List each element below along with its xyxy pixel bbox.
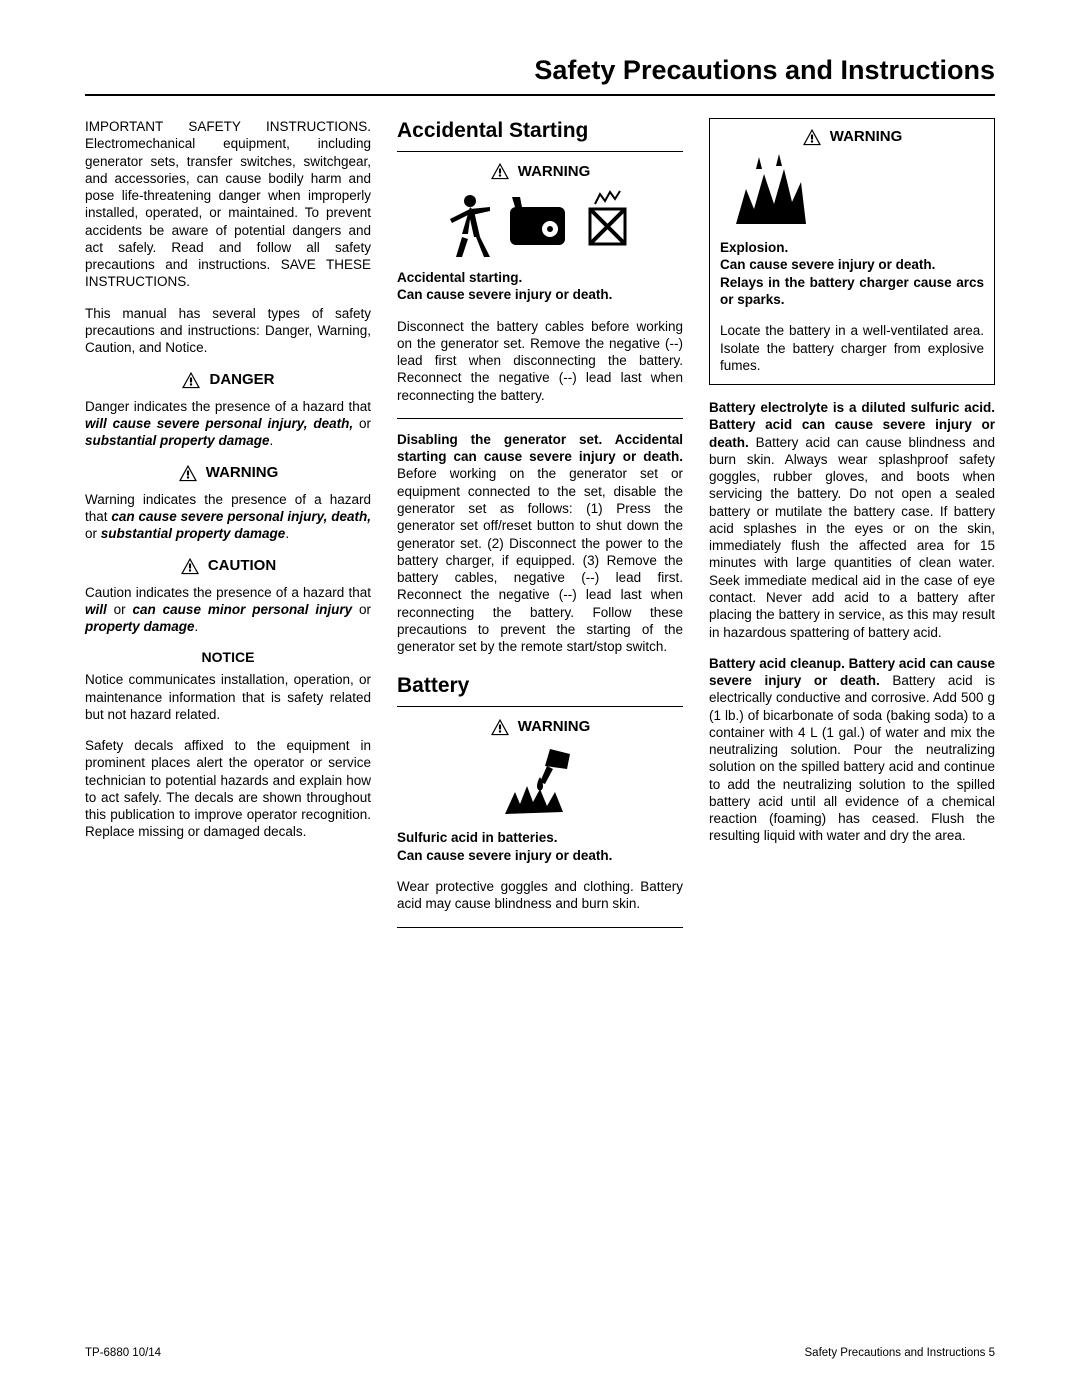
danger-text: Danger indicates the presence of a hazar… [85,398,371,450]
accidental-bold: Accidental starting. Can cause severe in… [397,269,683,304]
sulfuric-bold: Sulfuric acid in batteries. Can cause se… [397,829,683,864]
warning-heading-4: WARNING [720,127,984,146]
warning-em1: can cause severe personal injury, death, [111,509,371,524]
mini-rule [397,418,683,419]
notice-text: Notice communicates installation, operat… [85,671,371,723]
column-3: WARNING Explosion. Can cause severe inju… [709,118,995,940]
electro-body: Battery acid can cause blindness and bur… [709,435,995,640]
footer-left: TP-6880 10/14 [85,1347,161,1359]
explosion-body: Locate the battery in a well-ventilated … [720,322,984,374]
warning-mid: or [85,526,101,541]
mini-rule-2 [397,927,683,928]
danger-pre: Danger indicates the presence of a hazar… [85,399,371,414]
footer-right: Safety Precautions and Instructions 5 [805,1347,996,1359]
caution-pre: Caution indicates the presence of a haza… [85,585,371,600]
caution-mid: or [107,602,133,617]
warning-label-4: WARNING [830,127,903,146]
column-2: Accidental Starting WARNING [397,118,683,940]
caution-em2: can cause minor personal injury [133,602,353,617]
warning-triangle-icon [178,464,198,482]
decals-text: Safety decals affixed to the equipment i… [85,737,371,841]
exp-bold-2: Can cause severe injury or death. [720,257,935,272]
warning-label: WARNING [206,463,279,482]
column-1: IMPORTANT SAFETY INSTRUCTIONS. Electrome… [85,118,371,940]
danger-mid: or [353,416,371,431]
electrolyte-paragraph: Battery electrolyte is a diluted sulfuri… [709,399,995,641]
danger-em2: substantial property damage [85,433,270,448]
warning-label-2: WARNING [518,162,591,181]
caution-label: CAUTION [208,556,276,575]
section-rule [397,151,683,152]
intro-paragraph: IMPORTANT SAFETY INSTRUCTIONS. Electrome… [85,118,371,291]
explosion-bold: Explosion. Can cause severe injury or de… [720,239,984,308]
warning-heading-3: WARNING [397,717,683,736]
sulf-bold-2: Can cause severe injury or death. [397,848,612,863]
page-title: Safety Precautions and Instructions [85,55,995,86]
types-paragraph: This manual has several types of safety … [85,305,371,357]
accidental-start-pictogram-icon [440,189,640,259]
accidental-body: Disconnect the battery cables before wor… [397,318,683,404]
explosion-warning-box: WARNING Explosion. Can cause severe inju… [709,118,995,385]
danger-heading: DANGER [85,370,371,389]
title-rule [85,94,995,96]
warning-triangle-icon [490,162,510,180]
acc-bold-1: Accidental starting. [397,270,522,285]
page: Safety Precautions and Instructions IMPO… [0,0,1080,980]
disable-paragraph: Disabling the generator set. Accidental … [397,431,683,655]
cleanup-paragraph: Battery acid cleanup. Battery acid can c… [709,655,995,845]
sulf-bold-1: Sulfuric acid in batteries. [397,830,558,845]
caution-heading: CAUTION [85,556,371,575]
warning-label-3: WARNING [518,717,591,736]
disable-lead: Disabling the generator set. Accidental … [397,432,683,464]
warning-triangle-icon [181,371,201,389]
sulfuric-acid-pictogram-icon [495,744,585,819]
caution-text: Caution indicates the presence of a haza… [85,584,371,636]
explosion-pictogram-icon [726,154,816,229]
sulfuric-body: Wear protective goggles and clothing. Ba… [397,878,683,913]
warning-heading-2: WARNING [397,162,683,181]
warning-heading: WARNING [85,463,371,482]
page-footer: TP-6880 10/14 Safety Precautions and Ins… [85,1347,995,1359]
warning-em2: substantial property damage [101,526,286,541]
section-rule-2 [397,706,683,707]
danger-em1: will cause severe personal injury, death… [85,416,353,431]
warning-triangle-icon [802,128,822,146]
accidental-starting-heading: Accidental Starting [397,118,683,145]
danger-label: DANGER [209,370,274,389]
disable-body: Before working on the generator set or e… [397,466,683,654]
caution-em1: will [85,602,107,617]
notice-heading: NOTICE [85,649,371,667]
exp-bold-1: Explosion. [720,240,788,255]
warning-text: Warning indicates the presence of a haza… [85,491,371,543]
acc-bold-2: Can cause severe injury or death. [397,287,612,302]
warning-triangle-icon [490,718,510,736]
warning-triangle-icon [180,557,200,575]
cleanup-body: Battery acid is electrically conductive … [709,673,995,843]
exp-bold-3: Relays in the battery charger cause arcs… [720,274,984,309]
caution-em3: property damage [85,619,195,634]
caution-mid2: or [352,602,371,617]
column-layout: IMPORTANT SAFETY INSTRUCTIONS. Electrome… [85,118,995,940]
battery-heading: Battery [397,673,683,700]
